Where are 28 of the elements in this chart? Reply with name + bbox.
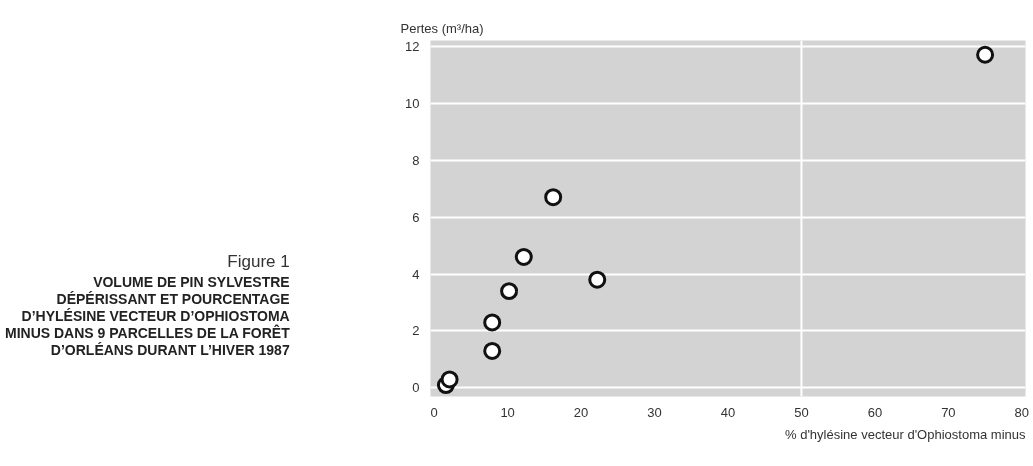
point: [544, 188, 563, 207]
y-tick-label: 2: [412, 323, 420, 339]
text: VOLUME DE PIN SYLVESTRE DÉPÉRISSANT ET POURCENTAGE D’HYLÉSINE VECTEUR D’OPHIOSTOMA MINUS DANS 9 PARCELLES DE LA FORÊT D’ORLÉANS DURANT L’HIVER 1987: [5, 274, 290, 360]
point: [514, 247, 533, 266]
point: [500, 282, 519, 301]
y-tick-label: 6: [412, 209, 420, 225]
y-axis-title: Pertes (m³/ha): [400, 20, 484, 36]
x-tick-label: 60: [867, 404, 883, 420]
y-tick-label: 12: [405, 38, 420, 54]
x-tick-label: 20: [573, 404, 589, 420]
point: [588, 270, 607, 289]
x-tick-label: 80: [1014, 404, 1030, 420]
y-tick-label: 10: [405, 95, 420, 111]
x-axis-title: % d'hylésine vecteur d'Ophiostoma minus: [784, 426, 1026, 442]
point: [976, 45, 995, 64]
point: [440, 370, 459, 389]
x-tick-label: 30: [647, 404, 662, 420]
y-tick-label: 0: [412, 380, 420, 396]
x-tick-label: 70: [941, 404, 956, 420]
x-tick-label: 0: [430, 404, 438, 420]
point: [483, 313, 502, 332]
y-tick-label: 4: [412, 266, 420, 282]
x-tick-label: 50: [794, 404, 809, 420]
text: Figure 1: [226, 251, 290, 273]
y-tick-label: 8: [412, 152, 420, 168]
point: [483, 341, 502, 360]
x-tick-label: 10: [500, 404, 515, 420]
x-tick-label: 40: [720, 404, 736, 420]
